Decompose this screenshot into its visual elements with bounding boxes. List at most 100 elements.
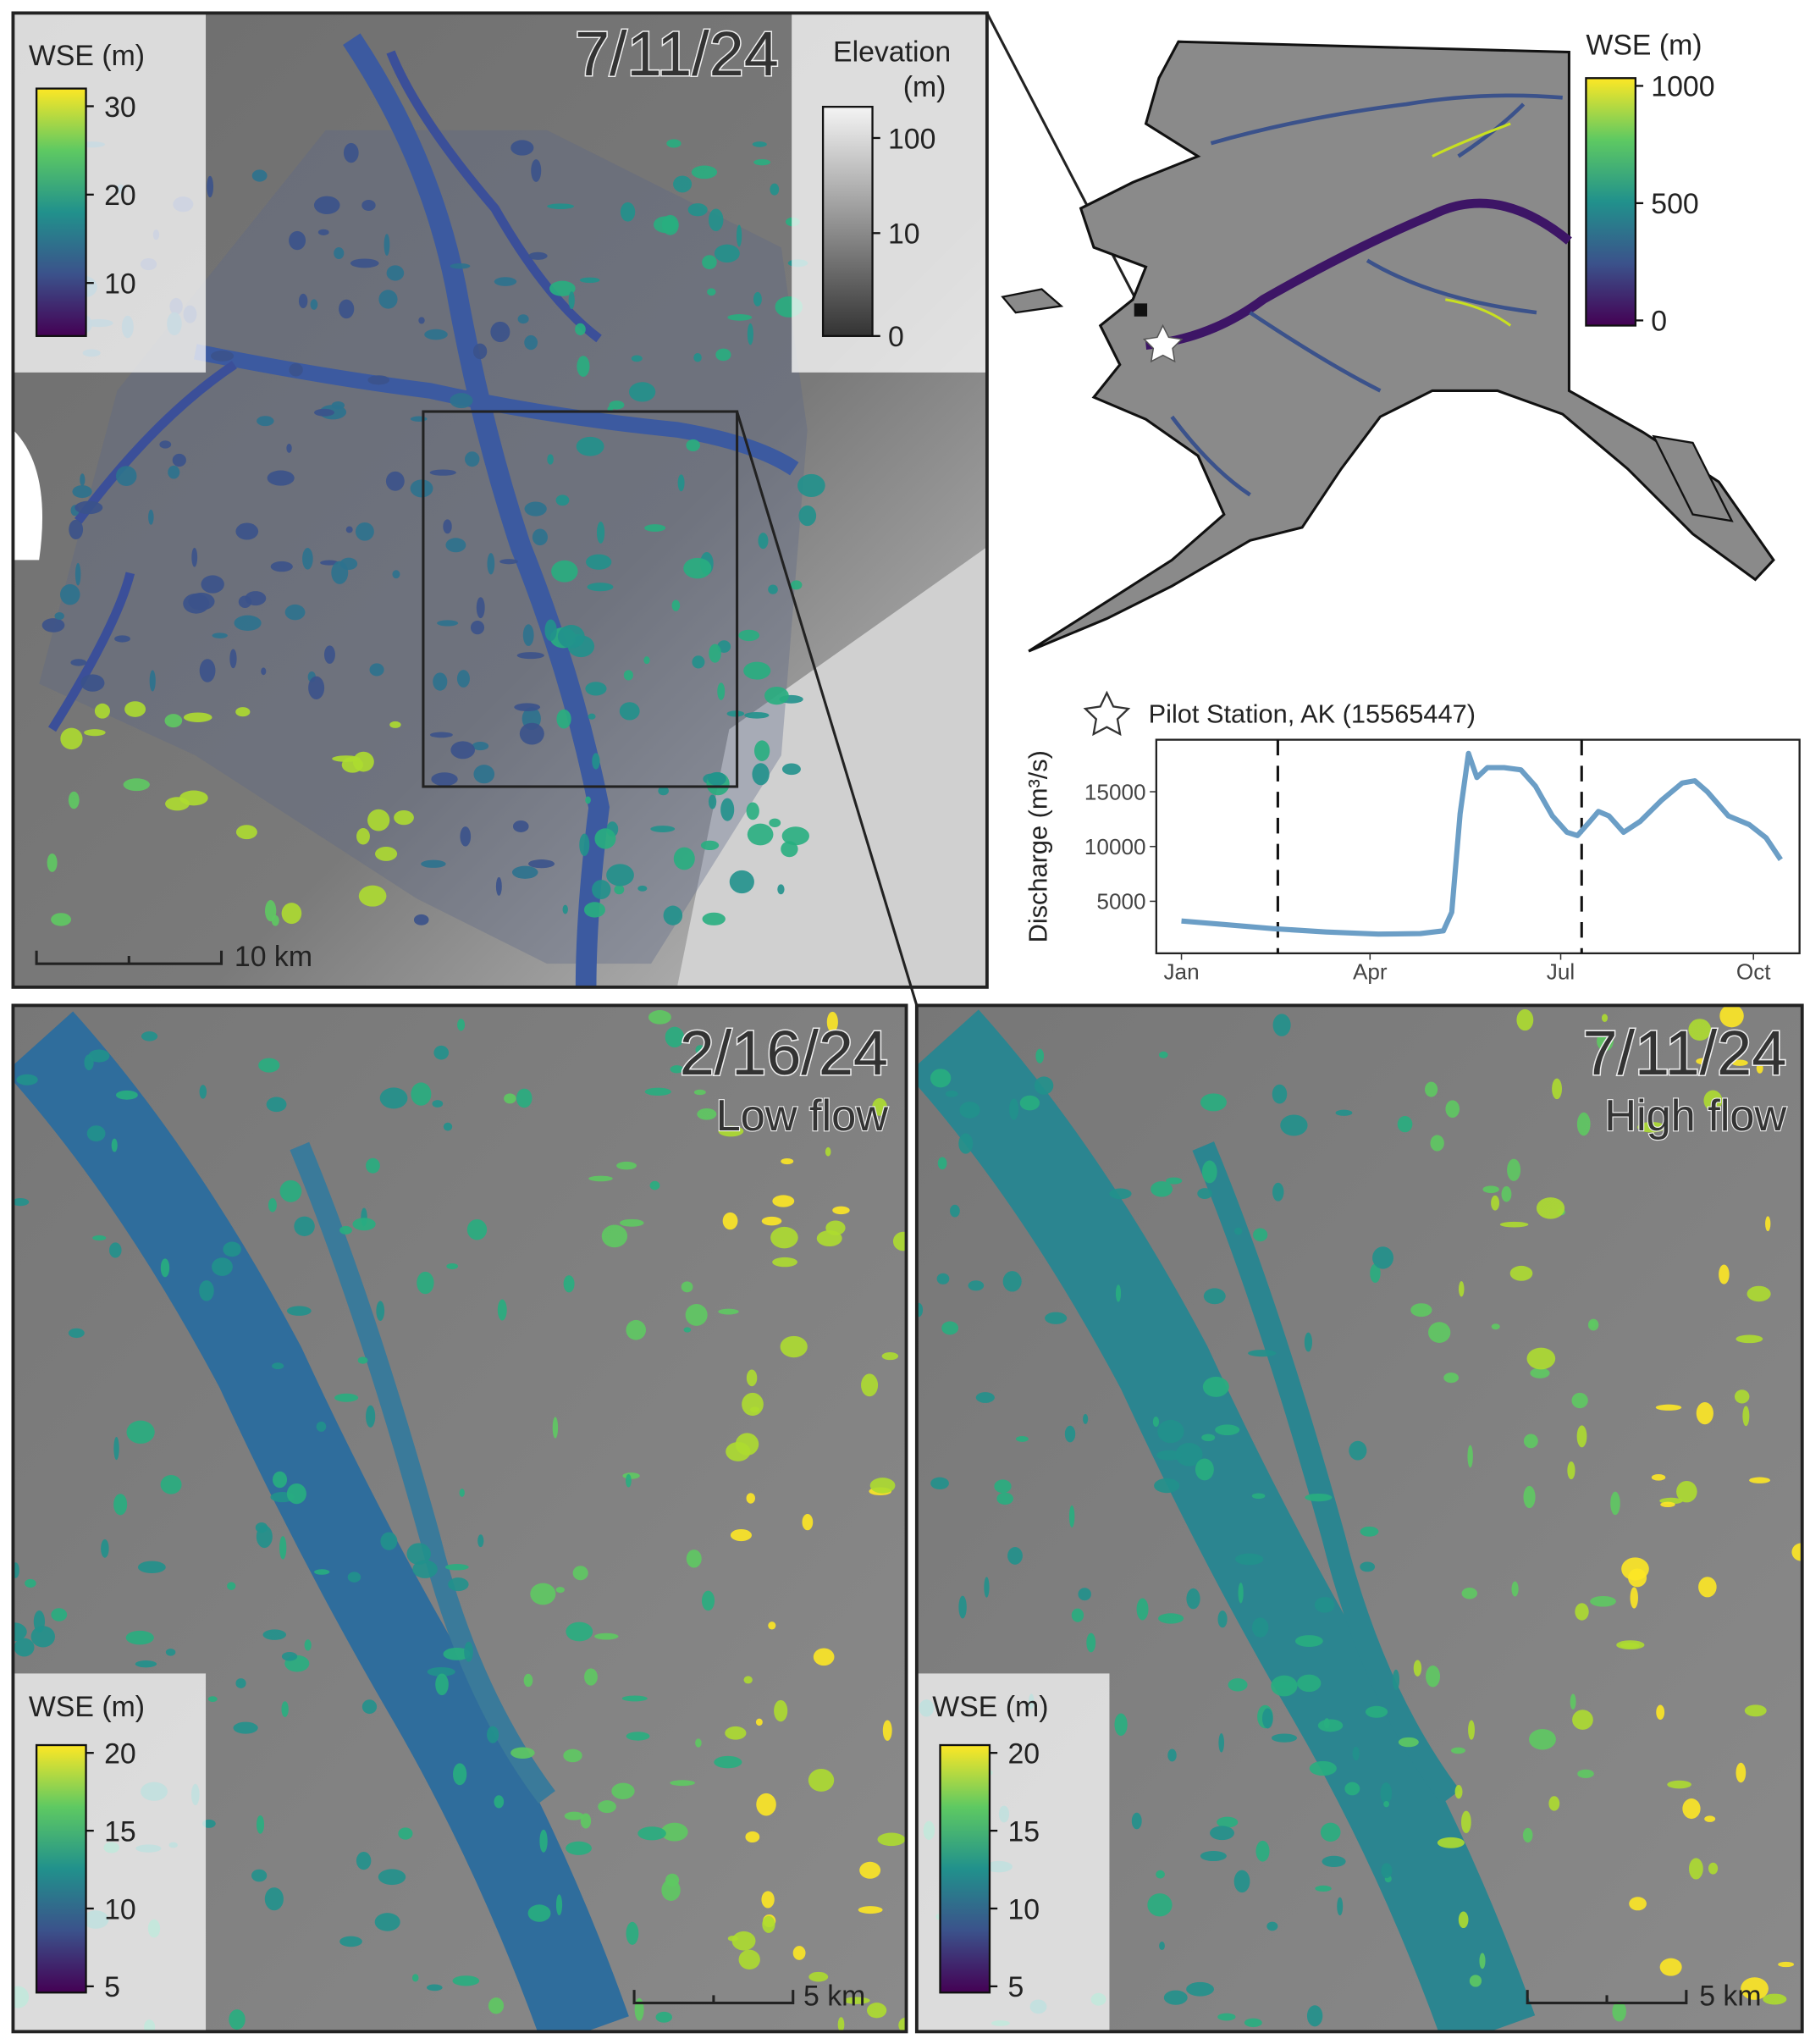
water-body xyxy=(429,469,456,476)
y-tick-label: 5000 xyxy=(1096,889,1145,914)
water-body xyxy=(532,528,548,546)
water-body xyxy=(950,1204,960,1218)
water-body xyxy=(1530,1367,1550,1378)
water-body xyxy=(188,592,215,610)
water-body xyxy=(429,732,453,738)
water-body xyxy=(677,474,685,492)
water-body xyxy=(68,1328,85,1339)
water-body xyxy=(1186,1981,1214,1997)
water-body xyxy=(755,1718,763,1726)
water-body xyxy=(164,714,183,728)
date: 7/11/24 xyxy=(575,19,779,89)
water-body xyxy=(1217,1610,1228,1628)
water-body xyxy=(718,1125,744,1137)
water-body xyxy=(524,501,547,517)
water-body xyxy=(94,703,110,719)
water-body xyxy=(304,1639,312,1651)
water-body xyxy=(563,1275,575,1293)
water-body xyxy=(619,702,640,721)
water-body xyxy=(549,280,576,296)
water-body xyxy=(693,352,702,362)
water-body xyxy=(825,1146,831,1157)
water-body xyxy=(1516,1008,1534,1031)
water-body xyxy=(316,1421,327,1432)
water-body xyxy=(1529,1728,1556,1750)
water-body xyxy=(1509,1265,1533,1281)
water-body xyxy=(418,317,425,324)
colorbar-label: 100 xyxy=(888,123,935,155)
water-body xyxy=(1413,1660,1422,1677)
water-body xyxy=(813,1648,835,1666)
water-body xyxy=(1210,1826,1234,1841)
water-body xyxy=(781,1157,794,1165)
water-body xyxy=(1109,1188,1132,1200)
water-body xyxy=(1380,1782,1393,1804)
water-body xyxy=(584,1668,598,1686)
water-body xyxy=(1238,1583,1244,1604)
water-body xyxy=(14,1638,35,1657)
water-body xyxy=(1601,1014,1609,1022)
colorbar xyxy=(35,87,87,337)
water-body xyxy=(1320,1822,1341,1842)
connector xyxy=(736,411,919,1006)
water-body xyxy=(777,884,785,895)
date: 7/11/24 xyxy=(1582,1018,1786,1088)
water-body xyxy=(1294,1635,1323,1647)
water-body xyxy=(1587,1318,1599,1331)
water-body xyxy=(101,1539,109,1558)
water-body xyxy=(802,1513,814,1531)
scale-label: 5 km xyxy=(1699,1980,1761,2013)
channel xyxy=(47,50,602,732)
water-body xyxy=(673,175,693,193)
water-body xyxy=(1612,2001,1626,2022)
water-body xyxy=(445,538,466,553)
water-body xyxy=(497,1299,507,1321)
water-body xyxy=(1186,1588,1200,1610)
x-tick-label: Oct xyxy=(1736,959,1771,985)
water-body xyxy=(366,1157,380,1174)
water-body xyxy=(13,1198,30,1207)
water-body xyxy=(665,1873,680,1887)
water-body xyxy=(575,323,586,335)
water-body xyxy=(722,1212,738,1230)
water-body xyxy=(421,859,446,868)
water-body xyxy=(80,473,86,486)
water-body xyxy=(1430,1135,1444,1152)
water-body xyxy=(528,859,555,869)
water-body xyxy=(281,903,302,925)
water-body xyxy=(1575,1603,1589,1621)
water-body xyxy=(861,1373,879,1397)
water-body xyxy=(1445,1100,1460,1119)
water-body xyxy=(317,229,329,235)
water-body xyxy=(51,1608,68,1621)
scale-label: 10 km xyxy=(235,941,312,973)
water-body xyxy=(160,1258,170,1278)
water-body xyxy=(747,823,774,846)
water-body xyxy=(648,1010,671,1025)
channel xyxy=(290,1141,555,1804)
water-body xyxy=(528,251,548,260)
water-body xyxy=(1696,1058,1709,1065)
water-body xyxy=(1482,1185,1499,1194)
water-body xyxy=(606,864,634,887)
water-body xyxy=(267,470,295,486)
water-body xyxy=(708,794,717,809)
water-body xyxy=(1175,1443,1203,1467)
colorbar-label: 20 xyxy=(104,1738,136,1771)
water-body xyxy=(583,902,605,918)
water-body xyxy=(1344,1782,1360,1796)
water-body xyxy=(621,1695,648,1702)
water-body xyxy=(1629,1897,1647,1911)
water-body xyxy=(339,1225,352,1235)
water-body xyxy=(191,547,198,567)
water-body xyxy=(490,321,510,343)
water-body xyxy=(199,1280,214,1301)
colorbar xyxy=(939,1743,991,1994)
water-body xyxy=(1461,1810,1471,1834)
water-body xyxy=(1741,1977,1769,2000)
water-body xyxy=(465,451,480,467)
water-body xyxy=(752,141,767,147)
water-body xyxy=(673,847,695,870)
water-body xyxy=(432,1100,444,1108)
water-body xyxy=(310,299,318,310)
